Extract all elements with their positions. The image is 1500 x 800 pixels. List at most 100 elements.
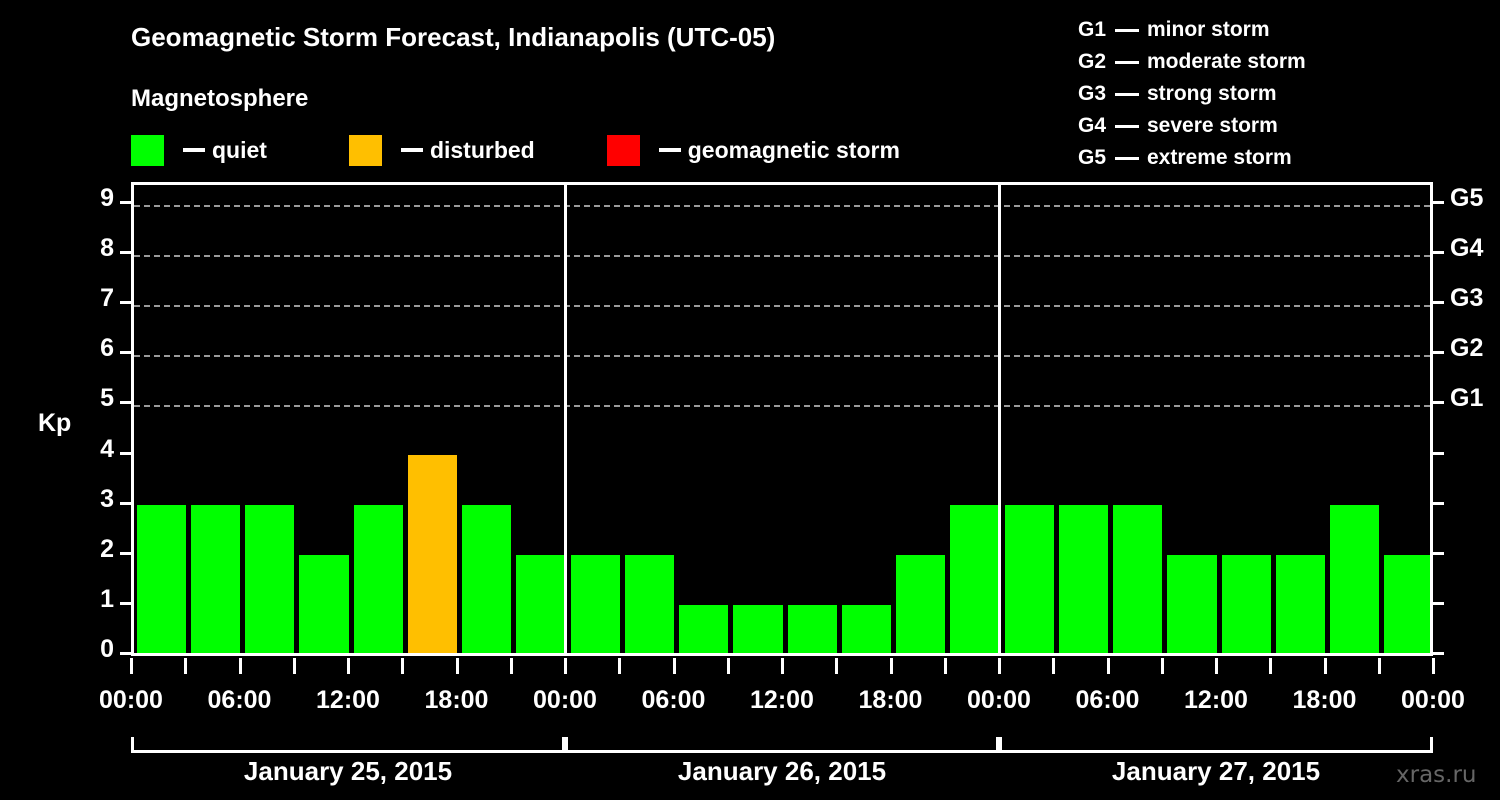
bar-kp (245, 504, 295, 655)
y-axis-right-minor-tick (1433, 652, 1444, 655)
x-tick-label: 18:00 (1292, 686, 1357, 714)
g-scale-description: severe storm (1147, 114, 1278, 137)
x-tick-label: 00:00 (99, 686, 163, 714)
bar-kp (1330, 504, 1380, 655)
legend-dash-icon (400, 148, 423, 152)
y-tick-label-0: 0 (100, 635, 114, 663)
y-tick-label-4: 4 (100, 434, 114, 463)
bar-kp (787, 604, 837, 655)
bar-kp (516, 554, 566, 655)
g-scale-dash-icon (1115, 60, 1139, 64)
g-scale-dash-icon (1115, 92, 1139, 96)
y-tick-mark (120, 351, 131, 355)
x-tick-label: 18:00 (424, 686, 489, 714)
y-tick-label-5: 5 (100, 384, 114, 413)
g-scale-code: G3 (1078, 82, 1107, 105)
x-tick-mark (726, 658, 730, 674)
bar-kp (462, 504, 512, 655)
bar-kp (950, 504, 1000, 655)
y-tick-mark (120, 401, 131, 405)
g-scale-row-g1: G1 minor storm (1078, 14, 1478, 46)
y-axis-right-minor-tick (1433, 601, 1444, 605)
date-bracket (999, 737, 1433, 753)
g-scale-description: strong storm (1147, 82, 1277, 105)
x-tick-label: 12:00 (1184, 686, 1248, 714)
y-axis-right-minor-tick (1433, 451, 1444, 455)
watermark: xras.ru (1396, 762, 1477, 788)
y-tick-mark (120, 451, 131, 455)
y-axis-right-minor-tick (1433, 201, 1444, 204)
y-tick-label-9: 9 (100, 184, 114, 212)
y-tick-mark (120, 601, 131, 605)
y-tick-mark (120, 301, 131, 305)
legend-dash-icon (183, 148, 205, 152)
bar-kp (679, 604, 729, 655)
y-tick-mark (120, 201, 131, 204)
y-tick-mark (120, 501, 131, 505)
bar-kp (190, 504, 240, 655)
g-axis-label-g5: G5 (1450, 184, 1484, 212)
g-axis-label-g3: G3 (1450, 284, 1484, 313)
x-tick-mark (835, 658, 839, 674)
bar-kp (407, 454, 457, 655)
bar-kp (624, 554, 674, 655)
x-tick-mark (1160, 658, 1164, 674)
x-tick-mark (564, 658, 567, 674)
g-scale-code: G2 (1078, 50, 1107, 73)
y-tick-mark (120, 251, 131, 255)
bar-kp (299, 554, 349, 655)
legend-dash-icon (658, 148, 681, 152)
x-tick-mark (1106, 658, 1110, 674)
x-tick-label: 12:00 (750, 686, 814, 714)
bar-kp (1167, 554, 1217, 655)
y-tick-label-2: 2 (100, 534, 114, 563)
bar-kp (1113, 504, 1163, 655)
bar-kp (136, 504, 186, 655)
bar-kp (570, 554, 620, 655)
day-separator (998, 182, 1001, 653)
x-tick-mark (292, 658, 296, 674)
x-tick-mark (943, 658, 947, 674)
disturbed-swatch-icon (348, 134, 382, 166)
g-scale-legend: G1 minor storm G2 moderate storm G3 strong st… (1078, 14, 1478, 174)
x-tick-mark (1377, 658, 1381, 674)
g-scale-row-g5: G5 extreme storm (1078, 142, 1478, 174)
magnetosphere-legend: quiet disturbed geomagnetic storm (131, 134, 900, 166)
date-label: January 27, 2015 (1111, 756, 1321, 786)
bar-kp (1384, 554, 1430, 655)
x-tick-mark (1215, 658, 1218, 674)
y-tick-label-8: 8 (100, 234, 114, 263)
x-tick-mark (509, 658, 513, 674)
g-scale-row-g3: G3 strong storm (1078, 78, 1478, 110)
x-tick-label: 00:00 (1401, 686, 1465, 714)
bar-kp (1221, 554, 1271, 655)
plot-area (131, 182, 1433, 655)
magnetosphere-legend-item-geomagnetic-storm: geomagnetic storm (606, 134, 900, 166)
bar-kp (1058, 504, 1108, 655)
gridline-kp-6 (134, 355, 1430, 358)
y-tick-label-6: 6 (100, 334, 114, 363)
y-tick-label-1: 1 (100, 584, 114, 613)
x-tick-mark (401, 658, 405, 674)
gridline-kp-7 (134, 305, 1430, 308)
date-bracket (131, 737, 565, 753)
y-tick-label-3: 3 (100, 484, 114, 513)
g-scale-dash-icon (1115, 156, 1139, 160)
date-label: January 25, 2015 (243, 756, 453, 786)
plot-inner (134, 185, 1430, 655)
x-tick-label: 00:00 (533, 686, 597, 714)
x-tick-mark (238, 658, 242, 674)
x-tick-mark (889, 658, 893, 674)
bar-kp (353, 504, 403, 655)
bar-kp (1275, 554, 1325, 655)
g-scale-code: G4 (1078, 114, 1107, 137)
date-bracket (565, 737, 999, 753)
x-tick-mark (1052, 658, 1056, 674)
y-axis-right-minor-tick (1433, 501, 1444, 505)
y-axis-right-minor-tick (1433, 251, 1444, 255)
x-tick-mark (347, 658, 350, 674)
x-tick-label: 18:00 (858, 686, 923, 714)
g-scale-description: moderate storm (1147, 50, 1306, 73)
bar-kp (896, 554, 946, 655)
bar-kp (1004, 504, 1054, 655)
